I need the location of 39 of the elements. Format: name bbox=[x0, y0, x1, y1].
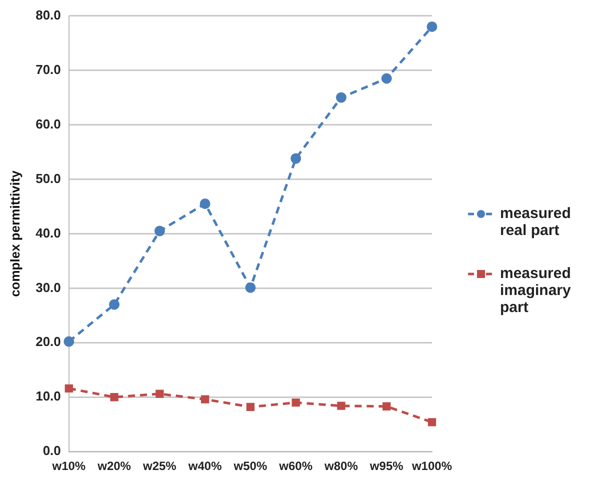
x-tick-label: w25% bbox=[142, 459, 177, 474]
y-tick-label: 60.0 bbox=[36, 116, 61, 132]
y-tick-label: 10.0 bbox=[36, 388, 61, 404]
legend-label: measured real part bbox=[500, 205, 572, 239]
x-tick-label: w80% bbox=[324, 459, 358, 474]
point bbox=[381, 73, 392, 84]
point bbox=[154, 226, 165, 236]
point bbox=[290, 153, 302, 164]
y-tick-label: 30.0 bbox=[36, 280, 61, 295]
point bbox=[292, 398, 300, 407]
legend-label: measured imaginary part bbox=[500, 265, 572, 316]
point bbox=[200, 395, 210, 404]
point bbox=[64, 336, 74, 347]
x-tick-label: w20% bbox=[96, 459, 132, 474]
y-tick-label: 20.0 bbox=[36, 334, 61, 350]
x-tick-label: w95% bbox=[368, 459, 404, 474]
point bbox=[156, 390, 164, 398]
y-tick-label: 50.0 bbox=[36, 170, 61, 186]
y-axis-title: complex permittivity bbox=[7, 170, 22, 297]
point bbox=[246, 402, 255, 412]
x-tick-label: w100% bbox=[410, 459, 452, 474]
point bbox=[109, 299, 120, 310]
point bbox=[337, 402, 346, 410]
point bbox=[428, 418, 436, 426]
x-tick-label: w60% bbox=[278, 459, 313, 474]
y-tick-label: 70.0 bbox=[36, 62, 61, 77]
x-tick-label: w50% bbox=[232, 459, 268, 474]
point bbox=[245, 282, 256, 293]
y-tick-label: 40.0 bbox=[36, 225, 61, 240]
y-tick-label: 80.0 bbox=[36, 7, 61, 22]
point bbox=[426, 21, 438, 32]
point bbox=[382, 402, 391, 410]
y-tick-label: 0.0 bbox=[42, 443, 61, 458]
point bbox=[110, 393, 118, 402]
point bbox=[200, 198, 210, 209]
x-tick-label: w10% bbox=[51, 459, 86, 474]
point bbox=[64, 384, 73, 392]
point bbox=[336, 92, 346, 103]
x-tick-label: w40% bbox=[187, 459, 222, 474]
